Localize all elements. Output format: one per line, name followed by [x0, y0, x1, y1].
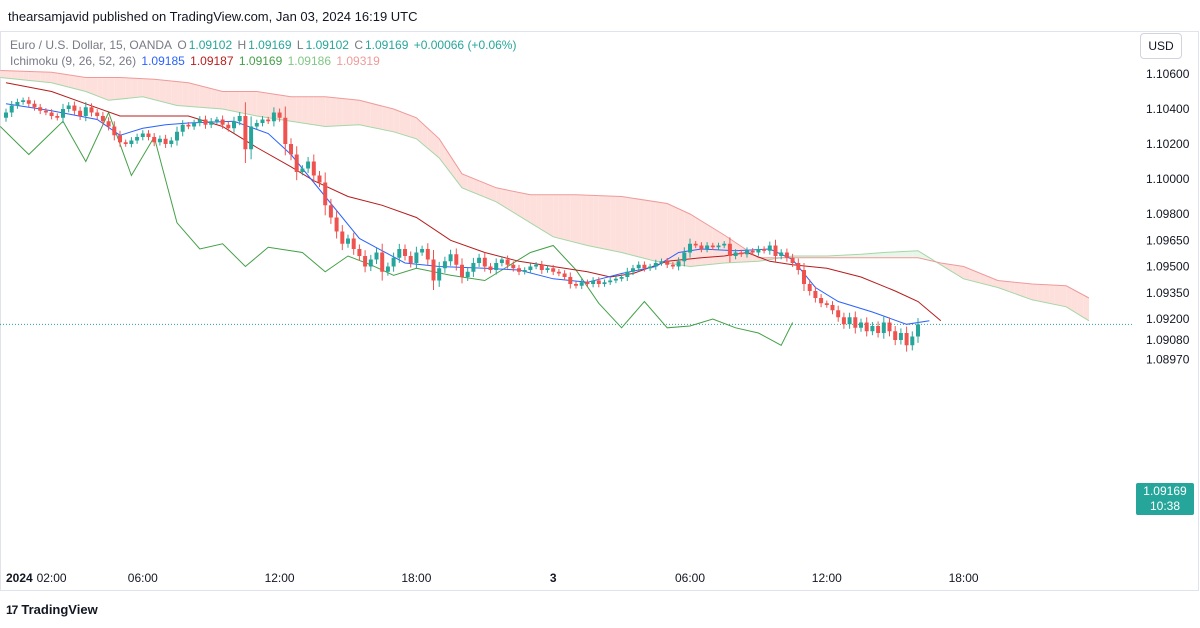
price-change: +0.00066 (+0.06%) [413, 38, 517, 52]
brand-name: TradingView [21, 602, 98, 617]
tradingview-footer[interactable]: 17 TradingView [6, 602, 98, 617]
indicator-name: Ichimoku (9, 26, 52, 26) [10, 54, 137, 68]
close-value: 1.09169 [364, 38, 409, 52]
conversion-line-value: 1.09185 [141, 54, 185, 68]
lagging-span-value: 1.09169 [238, 54, 283, 68]
chart-frame [0, 31, 1199, 591]
close-label: C [354, 38, 363, 52]
tradingview-logo-icon: 17 [6, 602, 18, 617]
leading-span-b-value: 1.09319 [336, 54, 380, 68]
symbol-legend: Euro / U.S. Dollar, 15, OANDA O 1.09102 H… [10, 38, 518, 52]
leading-span-a-value: 1.09186 [287, 54, 332, 68]
currency-button[interactable]: USD [1140, 33, 1182, 59]
bar-countdown: 10:38 [1149, 499, 1181, 513]
indicator-legend[interactable]: Ichimoku (9, 26, 52, 26) 1.09185 1.09187… [10, 54, 382, 68]
publisher-header: thearsamjavid published on TradingView.c… [8, 9, 418, 24]
last-price-value: 1.09169 [1143, 484, 1187, 498]
low-label: L [296, 38, 304, 52]
high-value: 1.09169 [248, 38, 292, 52]
open-label: O [177, 38, 187, 52]
last-price-tag: 1.09169 10:38 [1136, 483, 1194, 515]
base-line-value: 1.09187 [190, 54, 234, 68]
high-label: H [237, 38, 247, 52]
symbol-name: Euro / U.S. Dollar, 15, OANDA [10, 38, 173, 52]
low-value: 1.09102 [305, 38, 349, 52]
open-value: 1.09102 [188, 38, 233, 52]
